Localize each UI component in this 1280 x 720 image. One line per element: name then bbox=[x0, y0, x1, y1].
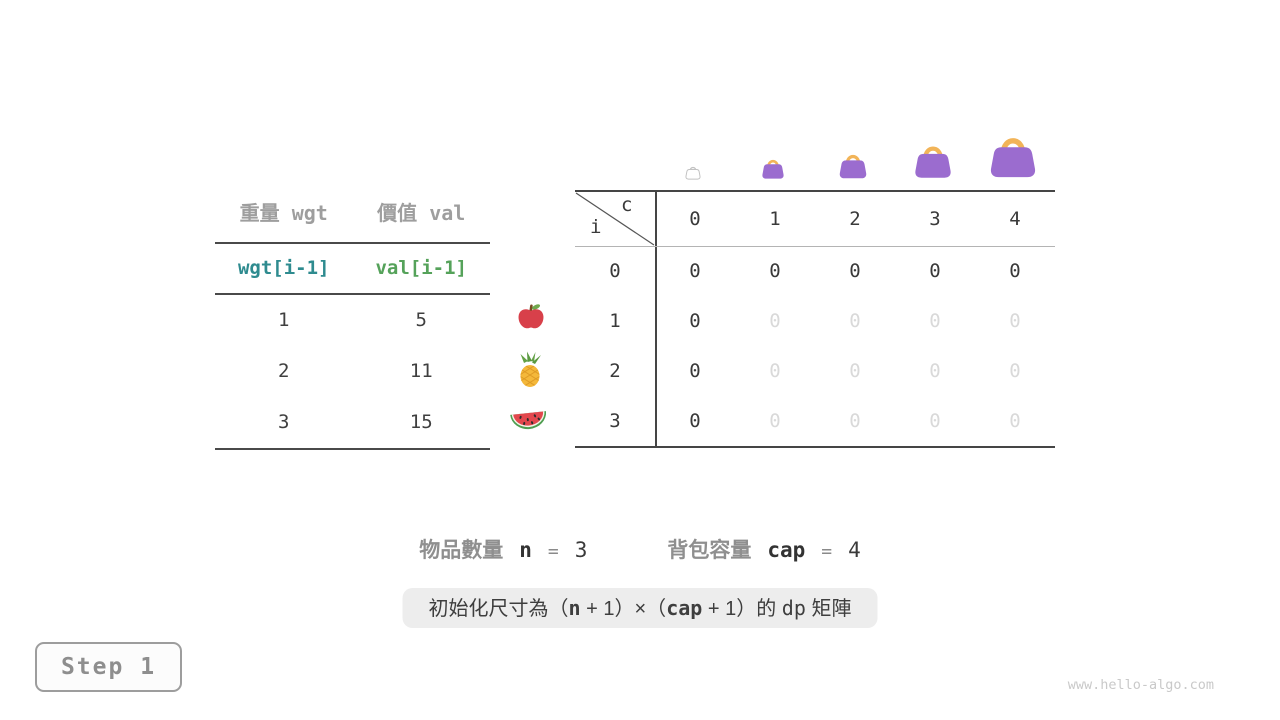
pineapple-icon bbox=[513, 350, 547, 393]
caption-text: + 1）的 bbox=[702, 598, 782, 620]
row-label-2: 2 bbox=[609, 360, 621, 382]
col-header-1: 1 bbox=[769, 208, 781, 230]
caption-text: 矩陣 bbox=[805, 598, 852, 620]
dp-cell-1-0: 0 bbox=[689, 310, 701, 332]
apple-icon bbox=[516, 302, 546, 337]
dp-cell-1-3: 0 bbox=[929, 310, 941, 332]
table-divider bbox=[215, 293, 490, 295]
dp-cell-1-1: 0 bbox=[769, 310, 781, 332]
dp-cell-0-2: 0 bbox=[849, 260, 861, 282]
step-badge: Step 1 bbox=[35, 642, 182, 692]
step-caption: 初始化尺寸為（n + 1）×（cap + 1）的 dp 矩陣 bbox=[402, 588, 878, 628]
bag-icon bbox=[761, 156, 785, 180]
item-1-weight: 1 bbox=[278, 309, 290, 331]
bag-icon bbox=[988, 130, 1038, 180]
caption-text: + 1）×（ bbox=[580, 598, 667, 620]
empty-bag-icon bbox=[685, 164, 701, 180]
dp-cell-1-2: 0 bbox=[849, 310, 861, 332]
dp-cell-2-4: 0 bbox=[1009, 360, 1021, 382]
row-label-0: 0 bbox=[609, 260, 621, 282]
item-count-param: 物品數量 n = 3 bbox=[419, 534, 587, 564]
equals-sign: = bbox=[547, 541, 559, 562]
step-badge-label: Step 1 bbox=[60, 654, 157, 680]
dp-cell-3-3: 0 bbox=[929, 410, 941, 432]
dp-cell-3-2: 0 bbox=[849, 410, 861, 432]
dp-cell-1-4: 0 bbox=[1009, 310, 1021, 332]
item-table-subheader: wgt[i-1] val[i-1] bbox=[215, 254, 490, 282]
matrix-header-line bbox=[575, 246, 1055, 247]
dp-cell-2-3: 0 bbox=[929, 360, 941, 382]
matrix-vertical-line bbox=[655, 192, 657, 446]
watermark: www.hello-algo.com bbox=[1067, 677, 1214, 693]
parameters-line: 物品數量 n = 3 背包容量 cap = 4 bbox=[0, 534, 1280, 564]
n-variable: n bbox=[519, 538, 532, 562]
item-row-2: 2 11 bbox=[215, 357, 490, 385]
item-2-value: 11 bbox=[409, 360, 433, 382]
n-value: 3 bbox=[574, 538, 588, 562]
item-table-header: 重量 wgt 價值 val bbox=[215, 198, 490, 228]
capacity-bags-row bbox=[575, 116, 1055, 182]
dp-cell-0-0: 0 bbox=[689, 260, 701, 282]
item-2-weight: 2 bbox=[278, 360, 290, 382]
wgt-array-label: wgt[i-1] bbox=[237, 257, 330, 279]
watermelon-icon bbox=[506, 403, 551, 440]
item-row-1: 1 5 bbox=[215, 306, 490, 334]
diagonal-line bbox=[575, 192, 655, 246]
col-header-2: 2 bbox=[849, 208, 861, 230]
bag-icon bbox=[913, 140, 953, 180]
item-count-label: 物品數量 bbox=[419, 539, 504, 562]
row-label-1: 1 bbox=[609, 310, 621, 332]
caption-n: n bbox=[568, 596, 581, 620]
item-1-value: 5 bbox=[415, 309, 427, 331]
cap-value: 4 bbox=[848, 538, 861, 562]
dp-cell-3-1: 0 bbox=[769, 410, 781, 432]
dp-cell-0-4: 0 bbox=[1009, 260, 1021, 282]
row-variable-label: i bbox=[590, 216, 602, 238]
dp-cell-0-3: 0 bbox=[929, 260, 941, 282]
dp-cell-3-0: 0 bbox=[689, 410, 701, 432]
col-header-4: 4 bbox=[1009, 208, 1021, 230]
capacity-label: 背包容量 bbox=[667, 539, 752, 562]
dp-cell-2-2: 0 bbox=[849, 360, 861, 382]
col-header-0: 0 bbox=[689, 208, 701, 230]
dp-cell-2-1: 0 bbox=[769, 360, 781, 382]
dp-cell-2-0: 0 bbox=[689, 360, 701, 382]
dp-matrix: c i 0 1 2 3 4 0 0 0 0 0 0 1 0 0 0 0 0 2 … bbox=[575, 190, 1055, 448]
capacity-param: 背包容量 cap = 4 bbox=[667, 534, 860, 564]
weight-column-header: 重量 wgt bbox=[239, 201, 328, 225]
dp-cell-3-4: 0 bbox=[1009, 410, 1021, 432]
table-divider bbox=[215, 242, 490, 244]
equals-sign: = bbox=[821, 541, 833, 562]
caption-text: 初始化尺寸為（ bbox=[428, 598, 569, 620]
caption-dp: dp bbox=[781, 596, 806, 620]
col-header-3: 3 bbox=[929, 208, 941, 230]
item-3-weight: 3 bbox=[278, 411, 290, 433]
item-row-3: 3 15 bbox=[215, 408, 490, 436]
table-divider bbox=[215, 448, 490, 450]
val-array-label: val[i-1] bbox=[375, 257, 467, 279]
caption-cap: cap bbox=[666, 596, 703, 620]
matrix-corner-cell: c i bbox=[575, 192, 655, 246]
dp-cell-0-1: 0 bbox=[769, 260, 781, 282]
column-variable-label: c bbox=[621, 194, 633, 216]
bag-icon bbox=[838, 150, 868, 180]
item-table: 重量 wgt 價值 val wgt[i-1] val[i-1] 1 5 2 11… bbox=[215, 196, 490, 452]
item-3-value: 15 bbox=[409, 411, 433, 433]
row-label-3: 3 bbox=[609, 410, 621, 432]
cap-variable: cap bbox=[767, 538, 806, 562]
value-column-header: 價值 val bbox=[377, 201, 466, 225]
